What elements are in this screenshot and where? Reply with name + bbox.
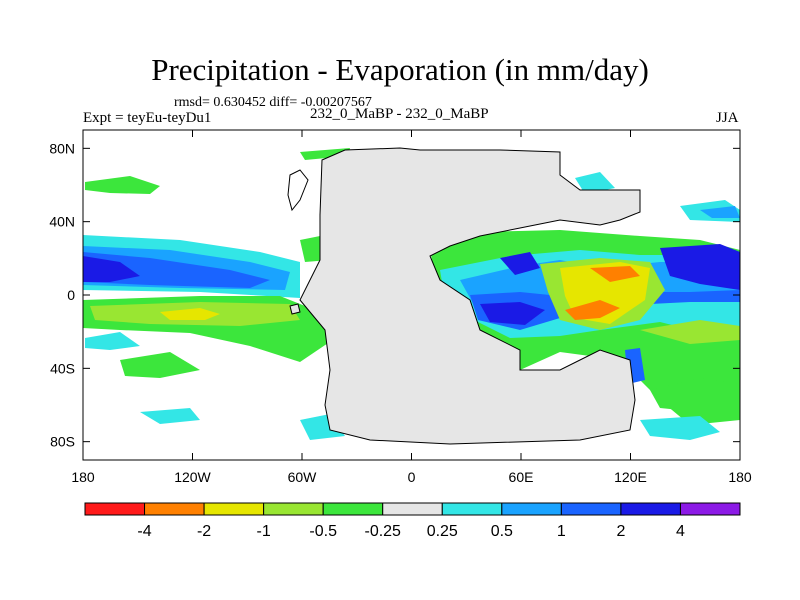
field-darkblue-indian-ocean <box>480 302 545 325</box>
greenland-outline <box>287 169 309 212</box>
x-tick-label: 180 <box>728 469 752 485</box>
stats-label: rmsd= 0.630452 diff= -0.00207567 <box>174 95 372 110</box>
x-tick-label: 180 <box>71 469 95 485</box>
colorbar-label: -1 <box>257 523 271 540</box>
field-cyan-asia <box>575 172 615 194</box>
colorbar-label: 4 <box>676 523 685 540</box>
colorbar-swatch <box>144 502 205 516</box>
colorbar-label: 0.5 <box>491 523 513 540</box>
field-green-north-pacific <box>85 176 160 194</box>
colorbar-swatch <box>501 502 562 516</box>
colorbar-label: -4 <box>137 523 151 540</box>
colorbar-swatch <box>620 502 681 516</box>
field-cyan-southern-indian <box>640 416 720 440</box>
x-tick-label: 60E <box>509 469 534 485</box>
field-darkblue-west-pacific <box>660 244 740 290</box>
field-cyan-south-pacific <box>85 332 140 350</box>
colorbar-label: 1 <box>557 523 566 540</box>
colorbar-swatch <box>263 502 324 516</box>
y-tick-label: 40S <box>50 360 75 376</box>
y-axis: 80N 40N 0 40S 80S <box>49 140 740 450</box>
field-green-south-pacific-2 <box>120 352 200 378</box>
field-orange-indian-ocean <box>565 300 620 320</box>
field-darkblue-tropical-pacific-west <box>83 256 140 282</box>
colorbar-swatch <box>382 502 443 516</box>
colorbar-label: 0.25 <box>427 523 458 540</box>
colorbar-label: -2 <box>197 523 211 540</box>
colorbar-swatch <box>441 502 503 516</box>
colorbar: -4 -2 -1 -0.5 -0.25 0.25 0.5 1 2 4 <box>84 502 741 540</box>
colorbar-swatch <box>203 502 265 516</box>
x-tick-label: 0 <box>408 469 416 485</box>
x-tick-label: 60W <box>288 469 318 485</box>
field-cyan-southern-ocean <box>140 408 200 424</box>
field-blue-tropical-pacific-west <box>83 252 270 288</box>
field-blue-indian-ocean <box>470 290 740 330</box>
colorbar-label: -0.5 <box>309 523 337 540</box>
plot-title: Precipitation - Evaporation (in mm/day) <box>151 52 649 87</box>
comparison-label: 232_0_MaBP - 232_0_MaBP <box>310 106 489 122</box>
x-tick-label: 120E <box>614 469 647 485</box>
field-green-southern-indian <box>650 378 740 412</box>
field-blue-north-pacific-east <box>700 206 740 218</box>
field-orange-south-asia <box>590 266 640 282</box>
colorbar-swatch <box>84 502 146 516</box>
island-outline <box>289 303 301 315</box>
field-green-north-atlantic <box>300 148 350 160</box>
x-axis: 180 120W 60W 0 60E 120E 180 <box>71 130 752 485</box>
x-tick-label: 120W <box>174 469 211 485</box>
y-tick-label: 0 <box>67 287 75 303</box>
colorbar-label: 2 <box>616 523 625 540</box>
colorbar-swatch <box>679 502 741 516</box>
colorbar-swatch <box>322 502 384 516</box>
experiment-label: Expt = teyEu-teyDu1 <box>83 110 212 126</box>
colorbar-swatch <box>560 502 622 516</box>
season-label: JJA <box>716 110 739 126</box>
field-yellow-south-pacific <box>160 308 220 320</box>
contour-fields <box>83 148 740 440</box>
y-tick-label: 40N <box>49 214 75 230</box>
land-outline <box>299 147 641 445</box>
field-lightgreen-indian-south <box>640 320 740 344</box>
y-tick-label: 80S <box>50 434 75 450</box>
y-tick-label: 80N <box>49 140 75 156</box>
colorbar-label: -0.25 <box>364 523 401 540</box>
field-darkblue-arabia <box>500 252 540 275</box>
